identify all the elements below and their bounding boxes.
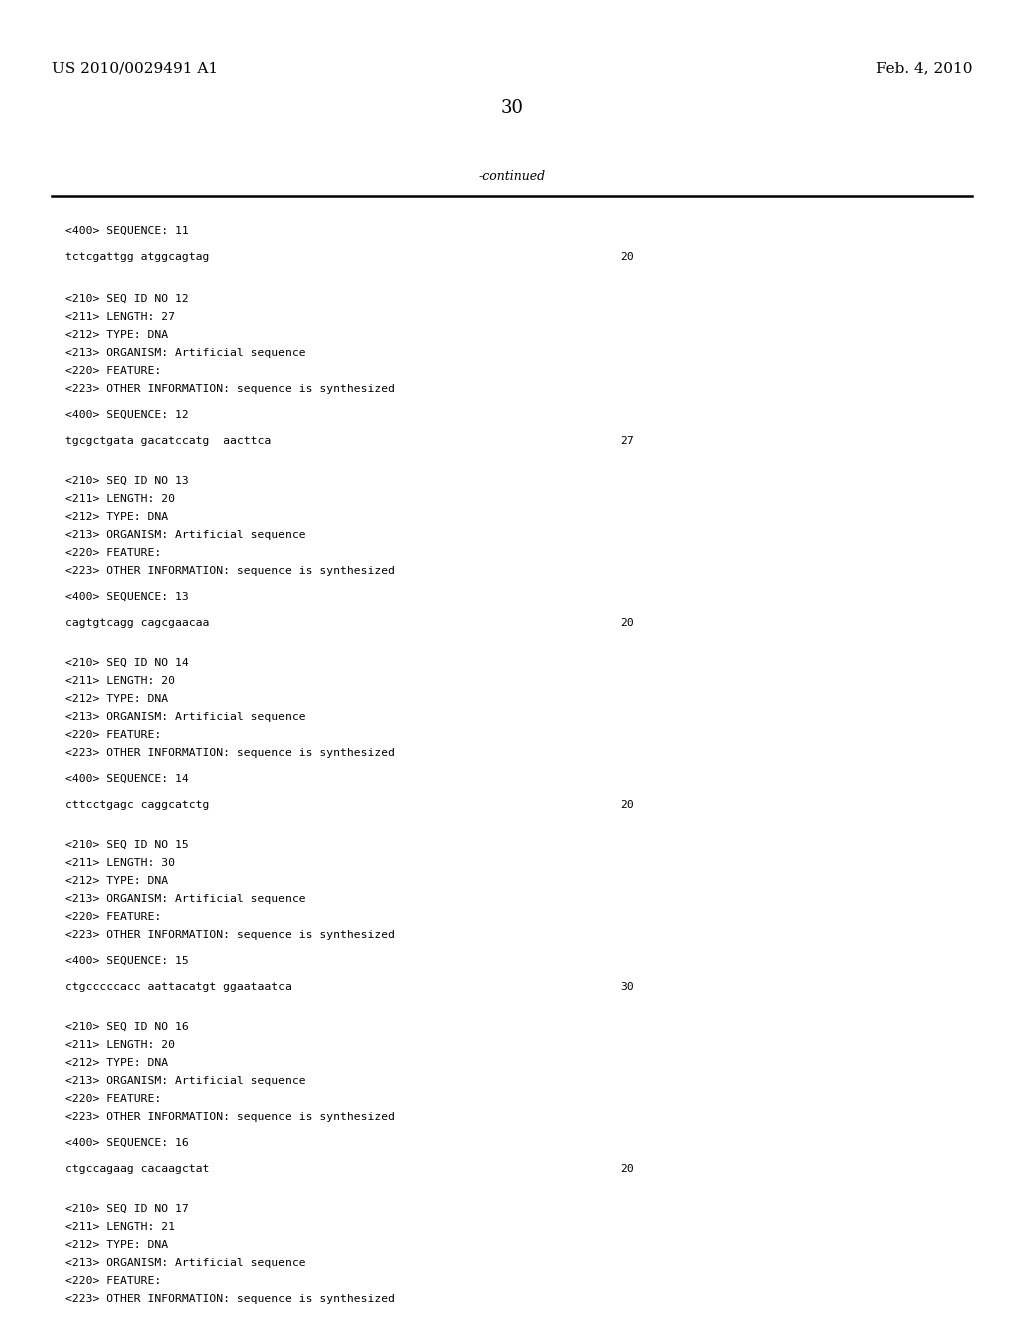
Text: <220> FEATURE:: <220> FEATURE: xyxy=(65,1276,161,1286)
Text: <213> ORGANISM: Artificial sequence: <213> ORGANISM: Artificial sequence xyxy=(65,894,305,904)
Text: <220> FEATURE:: <220> FEATURE: xyxy=(65,730,161,741)
Text: -continued: -continued xyxy=(478,169,546,182)
Text: <400> SEQUENCE: 15: <400> SEQUENCE: 15 xyxy=(65,956,188,966)
Text: <211> LENGTH: 30: <211> LENGTH: 30 xyxy=(65,858,175,869)
Text: <213> ORGANISM: Artificial sequence: <213> ORGANISM: Artificial sequence xyxy=(65,531,305,540)
Text: <220> FEATURE:: <220> FEATURE: xyxy=(65,548,161,558)
Text: 20: 20 xyxy=(620,252,634,261)
Text: 20: 20 xyxy=(620,800,634,810)
Text: <212> TYPE: DNA: <212> TYPE: DNA xyxy=(65,694,168,704)
Text: <400> SEQUENCE: 12: <400> SEQUENCE: 12 xyxy=(65,411,188,420)
Text: <400> SEQUENCE: 14: <400> SEQUENCE: 14 xyxy=(65,774,188,784)
Text: <210> SEQ ID NO 15: <210> SEQ ID NO 15 xyxy=(65,840,188,850)
Text: <210> SEQ ID NO 16: <210> SEQ ID NO 16 xyxy=(65,1022,188,1032)
Text: <223> OTHER INFORMATION: sequence is synthesized: <223> OTHER INFORMATION: sequence is syn… xyxy=(65,748,395,758)
Text: <211> LENGTH: 27: <211> LENGTH: 27 xyxy=(65,312,175,322)
Text: <211> LENGTH: 20: <211> LENGTH: 20 xyxy=(65,494,175,504)
Text: <210> SEQ ID NO 14: <210> SEQ ID NO 14 xyxy=(65,657,188,668)
Text: <223> OTHER INFORMATION: sequence is synthesized: <223> OTHER INFORMATION: sequence is syn… xyxy=(65,1294,395,1304)
Text: 20: 20 xyxy=(620,618,634,628)
Text: ctgcccccacc aattacatgt ggaataatca: ctgcccccacc aattacatgt ggaataatca xyxy=(65,982,292,993)
Text: 20: 20 xyxy=(620,1164,634,1173)
Text: 30: 30 xyxy=(620,982,634,993)
Text: <212> TYPE: DNA: <212> TYPE: DNA xyxy=(65,1239,168,1250)
Text: <213> ORGANISM: Artificial sequence: <213> ORGANISM: Artificial sequence xyxy=(65,1258,305,1269)
Text: <220> FEATURE:: <220> FEATURE: xyxy=(65,1094,161,1104)
Text: <211> LENGTH: 20: <211> LENGTH: 20 xyxy=(65,676,175,686)
Text: <220> FEATURE:: <220> FEATURE: xyxy=(65,912,161,921)
Text: <223> OTHER INFORMATION: sequence is synthesized: <223> OTHER INFORMATION: sequence is syn… xyxy=(65,931,395,940)
Text: <223> OTHER INFORMATION: sequence is synthesized: <223> OTHER INFORMATION: sequence is syn… xyxy=(65,384,395,393)
Text: <211> LENGTH: 21: <211> LENGTH: 21 xyxy=(65,1222,175,1232)
Text: Feb. 4, 2010: Feb. 4, 2010 xyxy=(876,61,972,75)
Text: 27: 27 xyxy=(620,436,634,446)
Text: ctgccagaag cacaagctat: ctgccagaag cacaagctat xyxy=(65,1164,209,1173)
Text: cagtgtcagg cagcgaacaa: cagtgtcagg cagcgaacaa xyxy=(65,618,209,628)
Text: tgcgctgata gacatccatg  aacttca: tgcgctgata gacatccatg aacttca xyxy=(65,436,271,446)
Text: <223> OTHER INFORMATION: sequence is synthesized: <223> OTHER INFORMATION: sequence is syn… xyxy=(65,1111,395,1122)
Text: <400> SEQUENCE: 13: <400> SEQUENCE: 13 xyxy=(65,591,188,602)
Text: <212> TYPE: DNA: <212> TYPE: DNA xyxy=(65,512,168,521)
Text: <400> SEQUENCE: 11: <400> SEQUENCE: 11 xyxy=(65,226,188,236)
Text: <223> OTHER INFORMATION: sequence is synthesized: <223> OTHER INFORMATION: sequence is syn… xyxy=(65,566,395,576)
Text: <210> SEQ ID NO 17: <210> SEQ ID NO 17 xyxy=(65,1204,188,1214)
Text: <213> ORGANISM: Artificial sequence: <213> ORGANISM: Artificial sequence xyxy=(65,711,305,722)
Text: <400> SEQUENCE: 16: <400> SEQUENCE: 16 xyxy=(65,1138,188,1148)
Text: <220> FEATURE:: <220> FEATURE: xyxy=(65,366,161,376)
Text: <212> TYPE: DNA: <212> TYPE: DNA xyxy=(65,876,168,886)
Text: <213> ORGANISM: Artificial sequence: <213> ORGANISM: Artificial sequence xyxy=(65,1076,305,1086)
Text: tctcgattgg atggcagtag: tctcgattgg atggcagtag xyxy=(65,252,209,261)
Text: <213> ORGANISM: Artificial sequence: <213> ORGANISM: Artificial sequence xyxy=(65,348,305,358)
Text: <210> SEQ ID NO 13: <210> SEQ ID NO 13 xyxy=(65,477,188,486)
Text: US 2010/0029491 A1: US 2010/0029491 A1 xyxy=(52,61,218,75)
Text: <211> LENGTH: 20: <211> LENGTH: 20 xyxy=(65,1040,175,1049)
Text: cttcctgagc caggcatctg: cttcctgagc caggcatctg xyxy=(65,800,209,810)
Text: <210> SEQ ID NO 12: <210> SEQ ID NO 12 xyxy=(65,294,188,304)
Text: <212> TYPE: DNA: <212> TYPE: DNA xyxy=(65,330,168,341)
Text: 30: 30 xyxy=(501,99,523,117)
Text: <212> TYPE: DNA: <212> TYPE: DNA xyxy=(65,1059,168,1068)
